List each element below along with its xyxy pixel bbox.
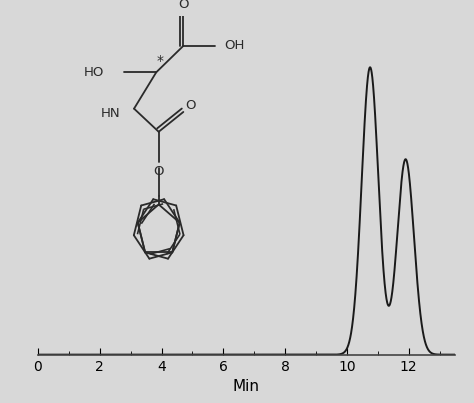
Text: O: O <box>185 99 196 112</box>
Text: O: O <box>154 165 164 178</box>
Text: OH: OH <box>224 39 245 52</box>
Text: HO: HO <box>84 66 104 79</box>
Text: HN: HN <box>101 107 120 120</box>
Text: O: O <box>178 0 189 11</box>
Text: *: * <box>156 54 164 68</box>
X-axis label: Min: Min <box>233 379 260 394</box>
